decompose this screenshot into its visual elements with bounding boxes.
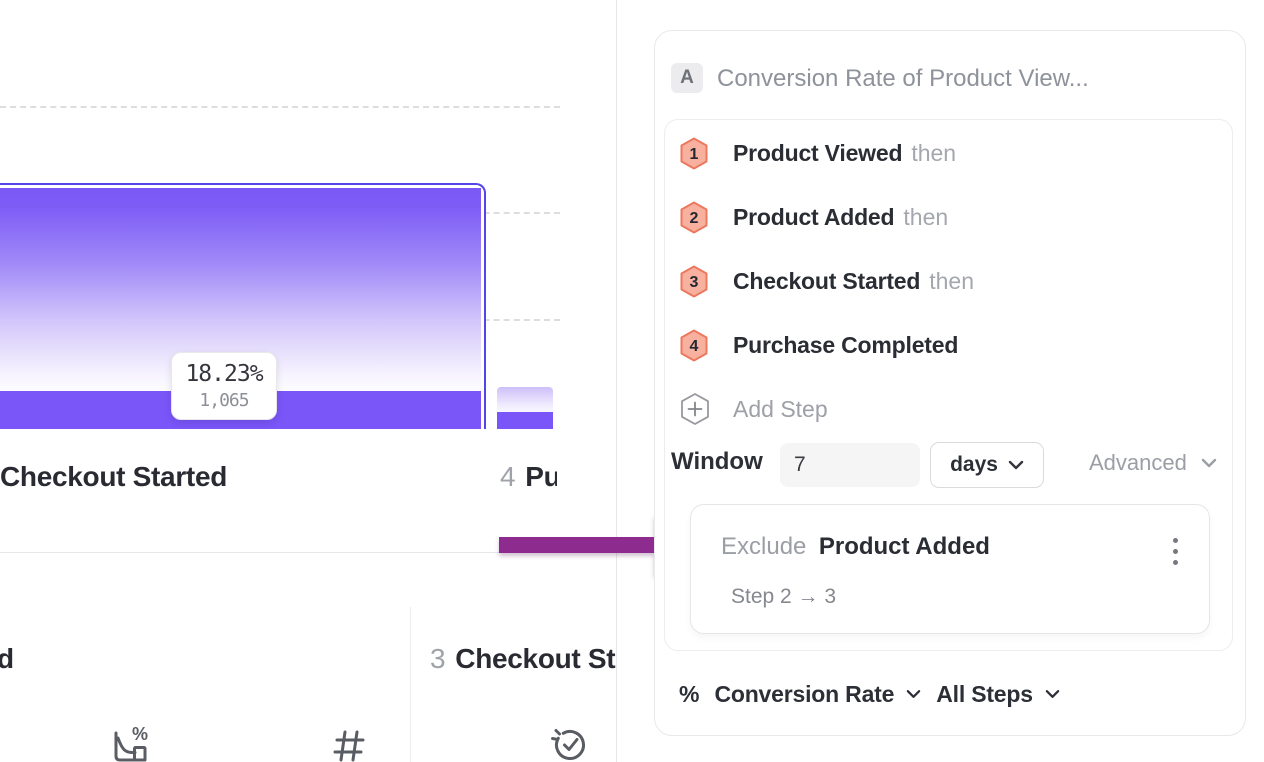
- percent-symbol: %: [679, 680, 700, 707]
- metric-name: Conversion Rate: [714, 680, 895, 707]
- step-badge-hexagon-icon: 2: [680, 201, 708, 233]
- chart-gridline: [0, 106, 560, 108]
- svg-text:3: 3: [690, 274, 699, 291]
- step-label: Purchase Completed: [525, 461, 557, 492]
- svg-text:1: 1: [690, 146, 699, 163]
- breakdown-label-fragment: d: [0, 643, 14, 674]
- column-divider: [616, 0, 617, 762]
- step-badge-hexagon-icon: 3: [680, 265, 708, 297]
- hash-icon[interactable]: [330, 727, 368, 762]
- window-unit-dropdown[interactable]: days: [930, 442, 1044, 488]
- scope-label: All Steps: [936, 680, 1033, 707]
- funnel-step-4[interactable]: 4 Purchase Completed: [679, 328, 967, 362]
- window-unit-value: days: [950, 453, 998, 476]
- chevron-down-icon: [1008, 460, 1024, 470]
- funnel-bar-purchase-completed[interactable]: [497, 387, 553, 429]
- exclusion-step-range: Step 2 → 3: [731, 585, 837, 608]
- funnel-step-1[interactable]: 1 Product Viewed then: [679, 136, 956, 170]
- steps-scope-dropdown[interactable]: All Steps: [936, 681, 1060, 708]
- step-suffix: then: [911, 139, 957, 166]
- add-step-label: Add Step: [733, 395, 828, 422]
- funnel-bar-gradient: [497, 387, 553, 412]
- query-badge-letter: A: [680, 67, 694, 88]
- exclusion-event: Product Added: [818, 533, 990, 560]
- step-label: Purchase Completed: [733, 331, 959, 358]
- chevron-down-icon: [906, 690, 921, 698]
- metric-row: % Conversion Rate All Steps: [679, 679, 1060, 709]
- tooltip-conversion-rate: 18.23%: [185, 361, 263, 387]
- svg-text:%: %: [132, 724, 148, 744]
- step-label: Checkout Started: [455, 643, 616, 674]
- tooltip-count: 1,065: [199, 390, 249, 411]
- funnel-step-3[interactable]: 3 Checkout Started then: [679, 264, 974, 298]
- funnel-query-panel: A Conversion Rate of Product View... 1 P…: [654, 30, 1246, 736]
- chevron-down-icon: [1045, 690, 1060, 698]
- step-badge-hexagon-icon: 1: [680, 137, 708, 169]
- chart-tooltip: 18.23% 1,065: [171, 352, 277, 420]
- axis-label-purchase-completed: 4 Purchase Completed: [500, 461, 557, 493]
- breakdown-divider: [410, 607, 411, 762]
- percent-trend-icon[interactable]: %: [108, 724, 152, 762]
- metric-dropdown[interactable]: Conversion Rate: [714, 681, 921, 708]
- window-value-input[interactable]: [780, 443, 920, 487]
- advanced-toggle[interactable]: Advanced: [1089, 450, 1217, 476]
- query-title[interactable]: Conversion Rate of Product View...: [717, 65, 1089, 92]
- funnel-bar-converted-band: [497, 412, 553, 429]
- svg-text:4: 4: [690, 338, 699, 355]
- add-step-button[interactable]: Add Step: [679, 392, 828, 426]
- chevron-down-icon: [1201, 458, 1217, 468]
- funnel-step-2[interactable]: 2 Product Added then: [679, 200, 948, 234]
- check-circle-icon[interactable]: [549, 723, 589, 762]
- window-label: Window: [671, 448, 763, 475]
- annotation-arrow: [499, 514, 705, 576]
- step-label: Checkout Started: [733, 267, 921, 294]
- axis-label-checkout-started: Checkout Started: [0, 461, 228, 492]
- query-badge[interactable]: A: [671, 63, 703, 93]
- steps-card: 1 Product Viewed then 2 Product Added th…: [664, 119, 1233, 651]
- exclusion-title: Exclude Product Added: [721, 533, 990, 561]
- step-badge-hexagon-icon: 4: [680, 329, 708, 361]
- advanced-label: Advanced: [1089, 450, 1187, 475]
- svg-text:2: 2: [690, 210, 699, 227]
- step-label: Product Viewed: [733, 139, 903, 166]
- step-suffix: then: [929, 267, 974, 294]
- section-divider: [0, 552, 617, 553]
- exclusion-card[interactable]: Exclude Product Added Step 2 → 3: [690, 504, 1210, 634]
- step-number: 3: [430, 643, 446, 674]
- plus-hexagon-icon: [681, 393, 709, 425]
- step-number: 4: [500, 461, 516, 492]
- step-label: Product Added: [733, 203, 895, 230]
- exclusion-prefix: Exclude: [721, 533, 807, 560]
- step-suffix: then: [903, 203, 949, 230]
- breakdown-label-checkout-started: 3 Checkout Started: [411, 643, 616, 675]
- kebab-menu-icon[interactable]: [1163, 531, 1187, 571]
